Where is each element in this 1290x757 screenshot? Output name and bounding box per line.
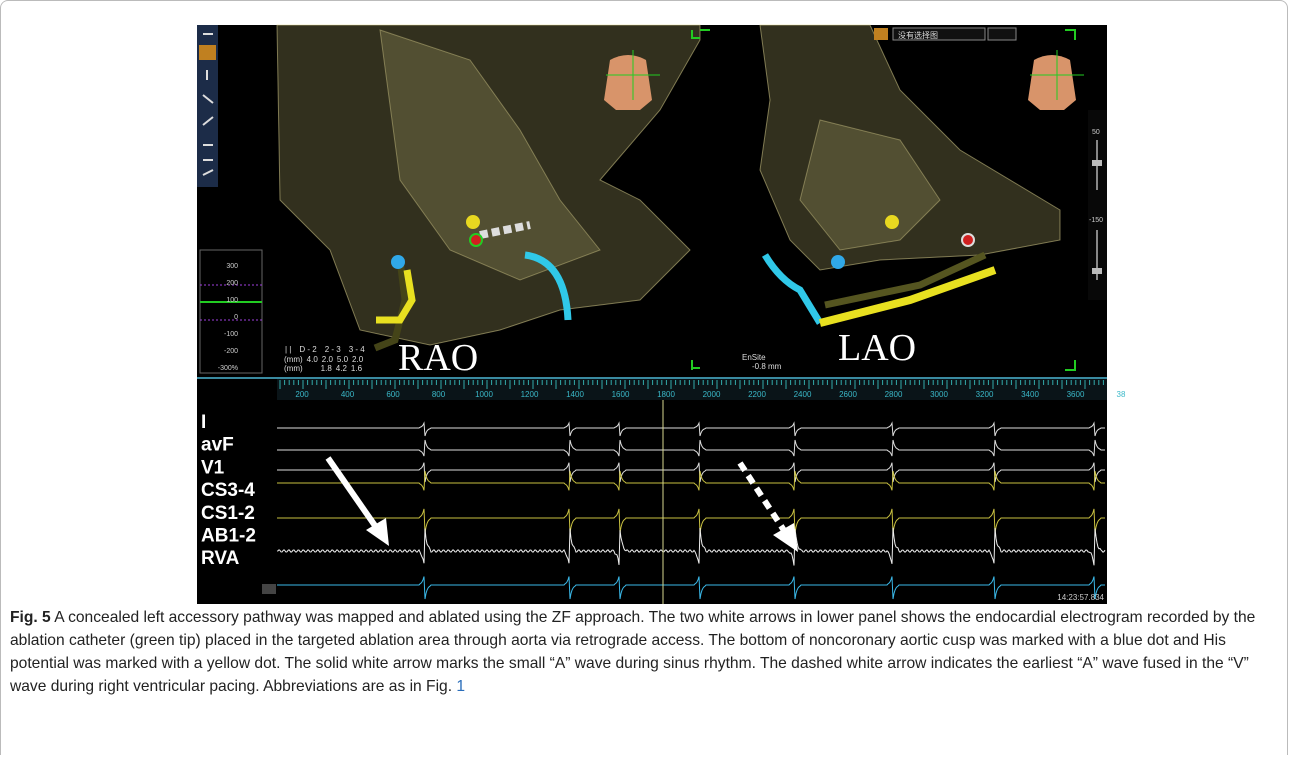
table-cell: 2.0 — [352, 355, 364, 364]
table-cell: D - 2 — [299, 345, 317, 354]
table-cell: 5.0 — [337, 355, 349, 364]
table-cell: 2 - 3 — [325, 345, 342, 354]
lead-label: avF — [201, 435, 234, 456]
ruler-label: 2200 — [748, 390, 766, 399]
caption: Fig. 5 A concealed left accessory pathwa… — [10, 606, 1280, 698]
table-cell: | | — [285, 345, 291, 354]
eye-button[interactable] — [988, 28, 1016, 40]
dropdown-label: 没有选择图 — [898, 30, 938, 40]
table-cell: 4.2 — [336, 364, 348, 373]
ruler-label: 1200 — [521, 390, 539, 399]
scale-tick-label: -300% — [218, 365, 238, 372]
slider-thumb[interactable] — [1092, 160, 1102, 166]
table-cell: 3 - 4 — [349, 345, 366, 354]
ruler-label: 200 — [295, 390, 309, 399]
ruler-label: 1000 — [475, 390, 493, 399]
scale-tick-label: 0 — [234, 314, 238, 321]
ensite-value: -0.8 mm — [752, 362, 782, 371]
lead-label: AB1-2 — [201, 526, 256, 547]
figure-reference[interactable]: 1 — [456, 678, 465, 695]
ruler-label: 3400 — [1021, 390, 1039, 399]
table-cell: 2.0 — [322, 355, 334, 364]
ncc-dot — [391, 255, 405, 269]
lead-label: CS1-2 — [201, 503, 255, 524]
his-dot — [466, 215, 480, 229]
ruler-label: 3600 — [1067, 390, 1085, 399]
lead-label: CS3-4 — [201, 480, 255, 501]
table-cell: 1.6 — [351, 364, 363, 373]
nav-button[interactable] — [262, 584, 276, 594]
table-cell: 1.8 — [321, 364, 333, 373]
torso-icon — [1028, 55, 1076, 110]
ensite-label: EnSite — [742, 353, 766, 362]
caption-label: Fig. 5 — [10, 609, 51, 626]
table-row: (mm) 1.84.21.6 — [284, 364, 363, 373]
ruler-label: 3000 — [930, 390, 948, 399]
timestamp: 14:23:57.834 — [1057, 593, 1104, 602]
lead-label: V1 — [201, 457, 225, 478]
table-cell: (mm) — [284, 355, 303, 364]
view-button[interactable] — [874, 28, 888, 40]
ablation-dot — [962, 234, 974, 246]
lead-label: I — [201, 412, 206, 433]
ruler-label: 2400 — [794, 390, 812, 399]
ruler-label: 1400 — [566, 390, 584, 399]
scale-tick-label: 200 — [226, 280, 238, 287]
ablation-dot — [470, 234, 482, 246]
scale-tick-label: 300 — [226, 263, 238, 270]
tool-selected — [199, 45, 216, 60]
ruler-label: 1600 — [612, 390, 630, 399]
ruler-label: 38 — [1117, 390, 1126, 399]
torso-icon — [604, 55, 652, 110]
view-label: LAO — [838, 327, 916, 369]
ruler-label: 2000 — [703, 390, 721, 399]
ruler-label: 600 — [386, 390, 400, 399]
table-cell: 4.0 — [307, 355, 319, 364]
scale-tick-label: 100 — [226, 297, 238, 304]
slider-thumb[interactable] — [1092, 268, 1102, 274]
ncc-dot — [831, 255, 845, 269]
ruler-label: 2800 — [885, 390, 903, 399]
table-cell: (mm) — [284, 364, 303, 373]
ruler-label: 3200 — [976, 390, 994, 399]
ruler-label: 400 — [341, 390, 355, 399]
view-label: RAO — [398, 337, 478, 379]
caption-text: A concealed left accessory pathway was m… — [10, 609, 1255, 695]
ruler-label: 1800 — [657, 390, 675, 399]
his-dot — [885, 215, 899, 229]
scale-tick-label: -200 — [224, 348, 238, 355]
ruler-label: 2600 — [839, 390, 857, 399]
slider-label: 50 — [1092, 129, 1100, 136]
lead-label: RVA — [201, 548, 240, 569]
ruler-label: 800 — [432, 390, 446, 399]
scale-tick-label: -100 — [224, 331, 238, 338]
slider-label: -150 — [1089, 217, 1103, 224]
